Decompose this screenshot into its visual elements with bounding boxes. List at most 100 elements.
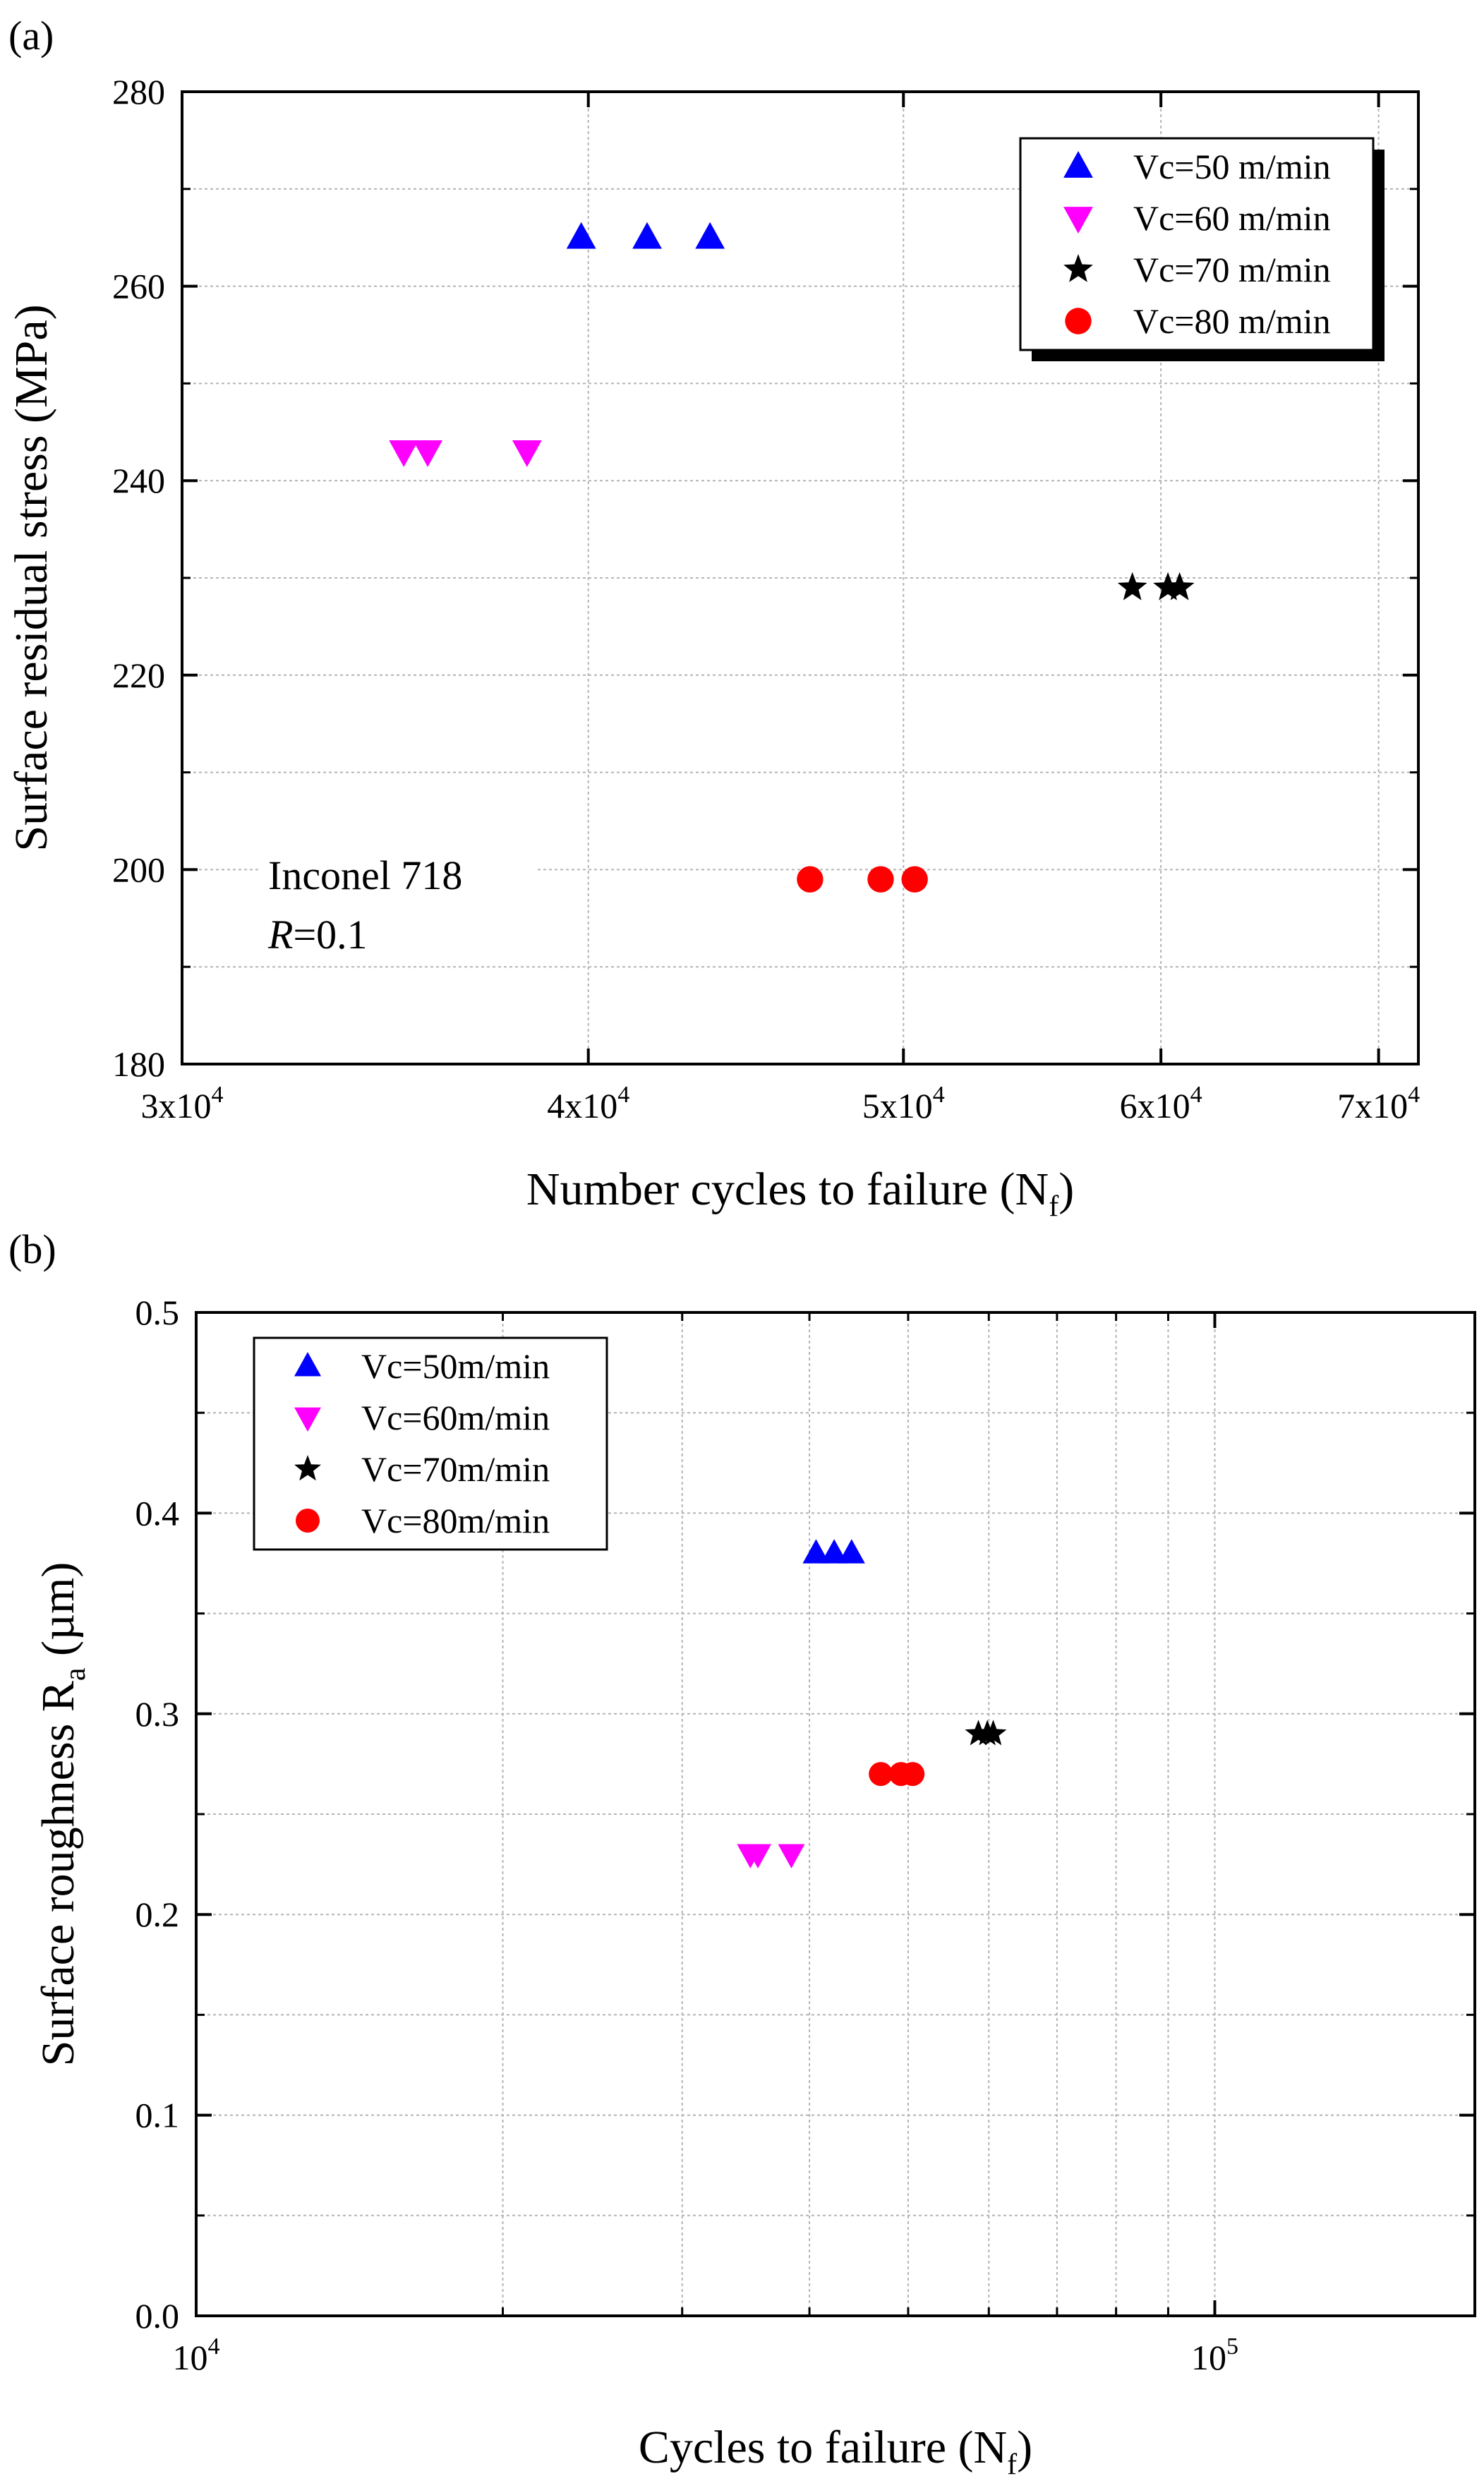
data-point <box>778 1844 805 1868</box>
y-tick-label: 220 <box>112 656 165 695</box>
annotation-ratio: R=0.1 <box>267 912 368 958</box>
legend-marker-vc-80-m-min <box>1065 308 1092 334</box>
x-tick-label-base: 7x10 <box>1337 1086 1408 1125</box>
x-tick-label-base: 6x10 <box>1120 1086 1190 1125</box>
y-tick-label: 180 <box>112 1044 165 1084</box>
x-axis-title-a: Number cycles to failure (Nf) <box>526 1164 1074 1223</box>
legend-label: Vc=80 m/min <box>1133 301 1331 341</box>
x-tick-label-base: 10 <box>173 2338 208 2377</box>
panel-label-a: (a) <box>8 13 54 59</box>
data-point <box>979 1720 1007 1746</box>
data-point <box>512 440 542 467</box>
x-tick-label: 7x104 <box>1337 1082 1420 1125</box>
annotation-ratio-value: =0.1 <box>293 912 367 958</box>
legend-label: Vc=50 m/min <box>1133 147 1331 186</box>
legend-marker-vc-60m-min <box>294 1407 321 1432</box>
data-point <box>797 866 824 893</box>
y-ticks-a: 180 200 220 240 260 280 <box>112 72 1418 1084</box>
data-point <box>867 866 894 893</box>
y-axis-title-b: Surface roughness Ra (µm) <box>32 1562 92 2067</box>
x-tick-label: 5x104 <box>862 1082 945 1125</box>
y-tick-label: 260 <box>112 267 165 306</box>
legend-label: Vc=60m/min <box>361 1398 550 1437</box>
x-tick-label-exponent: 4 <box>212 1082 224 1108</box>
y-tick-label: 240 <box>112 461 165 500</box>
legend-label: Vc=70m/min <box>361 1449 550 1489</box>
legend-marker-vc-50-m-min <box>1063 151 1093 178</box>
y-tick-label: 0.3 <box>135 1694 180 1734</box>
series-vc-80m-min <box>869 1762 925 1787</box>
series-vc-70-m-min <box>1117 572 1195 600</box>
series-vc-70m-min <box>965 1720 1007 1746</box>
x-tick-label: 4x104 <box>547 1082 629 1125</box>
x-axis-title-subscript: f <box>1049 1190 1058 1223</box>
x-axis-title-subscript: f <box>1007 2448 1017 2481</box>
x-tick-label-exponent: 4 <box>1190 1082 1202 1108</box>
annotation-ratio-symbol: R <box>267 912 293 958</box>
y-ticks-b: 0.0 0.1 0.2 0.3 0.4 0.5 <box>135 1293 1475 2336</box>
x-tick-label-exponent: 5 <box>1226 2333 1238 2360</box>
data-point <box>901 866 928 893</box>
x-axis-title-close: ) <box>1017 2422 1032 2473</box>
legend-label: Vc=50m/min <box>361 1346 550 1386</box>
legend-marker-vc-80m-min <box>296 1509 320 1533</box>
y-axis-title-a: Surface residual stress (MPa) <box>6 304 57 851</box>
data-point <box>838 1539 865 1564</box>
x-tick-label-exponent: 4 <box>617 1082 629 1108</box>
x-tick-label-base: 3x10 <box>141 1086 212 1125</box>
x-tick-label-exponent: 4 <box>933 1082 945 1108</box>
x-axis-title-b: Cycles to failure (Nf) <box>639 2422 1032 2481</box>
x-tick-label-exponent: 4 <box>208 2333 220 2360</box>
x-tick-label-base: 4x10 <box>547 1086 617 1125</box>
data-point <box>1164 572 1195 600</box>
y-tick-label: 0.0 <box>135 2296 180 2336</box>
data-point <box>900 1762 925 1787</box>
x-axis-title-main: Number cycles to failure (N <box>526 1164 1049 1215</box>
x-tick-label: 104 <box>173 2333 220 2377</box>
data-point <box>413 440 443 467</box>
series-vc-60m-min <box>737 1844 805 1868</box>
series-vc-50-m-min <box>566 222 725 249</box>
x-tick-label: 3x104 <box>141 1082 224 1125</box>
x-axis-title-close: ) <box>1058 1164 1074 1215</box>
data-point <box>802 1539 830 1564</box>
y-axis-title-close: (µm) <box>32 1562 84 1668</box>
legend-marker-vc-60-m-min <box>1063 207 1093 234</box>
y-tick-label: 0.2 <box>135 1895 180 1934</box>
data-point <box>1117 572 1147 600</box>
series-vc-50m-min <box>802 1539 865 1564</box>
legend-b: Vc=50m/min Vc=60m/min Vc=70m/min Vc=80m/min <box>253 1336 608 1551</box>
legend-marker-vc-70m-min <box>294 1455 321 1481</box>
chart-panel-a: (a) Inconel 718 R=0.1 180 200 220 240 260 280 3x1… <box>6 13 1420 1223</box>
series-vc-60-m-min <box>389 440 542 467</box>
y-axis-title-main: Surface roughness R <box>32 1681 84 2066</box>
y-tick-label: 0.4 <box>135 1493 180 1533</box>
annotation-background-a <box>261 838 536 965</box>
data-point <box>566 222 596 249</box>
data-point <box>1153 572 1183 600</box>
grid-b <box>196 1312 1475 2316</box>
data-point <box>821 1539 848 1564</box>
x-ticks-a: 3x104 4x104 5x104 6x104 7x104 <box>141 92 1420 1125</box>
x-tick-label: 105 <box>1191 2333 1238 2377</box>
data-point <box>695 222 725 249</box>
data-point <box>389 440 419 467</box>
legend-marker-vc-50m-min <box>294 1352 321 1377</box>
data-point <box>869 1762 893 1787</box>
legend-label: Vc=80m/min <box>361 1501 550 1540</box>
x-tick-label-base: 10 <box>1191 2338 1226 2377</box>
y-axis-title-subscript: a <box>59 1667 92 1681</box>
annotation-material: Inconel 718 <box>268 852 462 898</box>
x-tick-label: 6x104 <box>1120 1082 1202 1125</box>
data-point <box>744 1844 772 1868</box>
legend-a: Vc=50 m/min Vc=60 m/min Vc=70 m/min Vc=80 m… <box>1019 137 1385 361</box>
y-tick-label: 280 <box>112 72 165 111</box>
panel-label-b: (b) <box>8 1226 56 1272</box>
x-ticks-b: 104 105 <box>173 1312 1238 2377</box>
series-vc-80-m-min <box>797 866 928 893</box>
y-tick-label: 0.5 <box>135 1293 180 1332</box>
y-tick-label: 200 <box>112 850 165 889</box>
y-tick-label: 0.1 <box>135 2096 180 2135</box>
